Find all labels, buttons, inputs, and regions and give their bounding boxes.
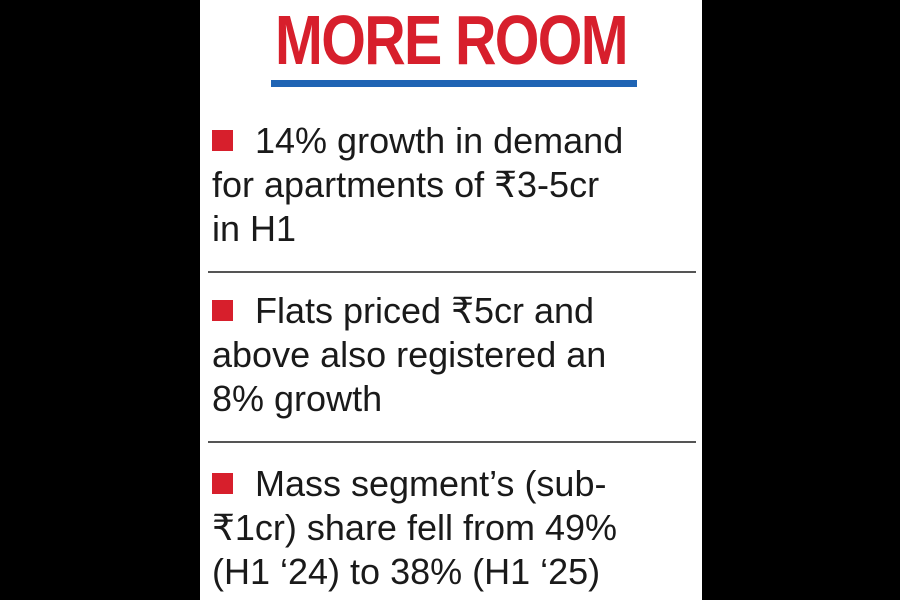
headline: MORE ROOM <box>275 1 629 79</box>
fact-2-line-1: Flats priced ₹5cr and <box>255 290 595 331</box>
fact-item-3: Mass segment’s (sub- ₹1cr) share fell fr… <box>212 462 692 594</box>
fact-item-1: 14% growth in demand for apartments of ₹… <box>212 119 692 251</box>
fact-3-line-3: (H1 ‘24) to 38% (H1 ‘25) <box>212 551 601 592</box>
fact-1-line-3: in H1 <box>212 208 297 249</box>
red-square-bullet-icon <box>212 130 233 151</box>
divider <box>208 441 696 443</box>
fact-2-line-2: above also registered an <box>212 334 607 375</box>
infographic-panel: MORE ROOM 14% growth in demand for apart… <box>200 0 702 600</box>
red-square-bullet-icon <box>212 300 233 321</box>
fact-1-line-2: for apartments of ₹3-5cr <box>212 164 600 205</box>
fact-1-line-1: 14% growth in demand <box>255 120 624 161</box>
fact-item-2: Flats priced ₹5cr and above also registe… <box>212 289 692 421</box>
fact-2-line-3: 8% growth <box>212 378 383 419</box>
red-square-bullet-icon <box>212 473 233 494</box>
fact-3-line-2: ₹1cr) share fell from 49% <box>212 507 618 548</box>
headline-underline <box>271 80 637 87</box>
divider <box>208 271 696 273</box>
fact-3-line-1: Mass segment’s (sub- <box>255 463 607 504</box>
